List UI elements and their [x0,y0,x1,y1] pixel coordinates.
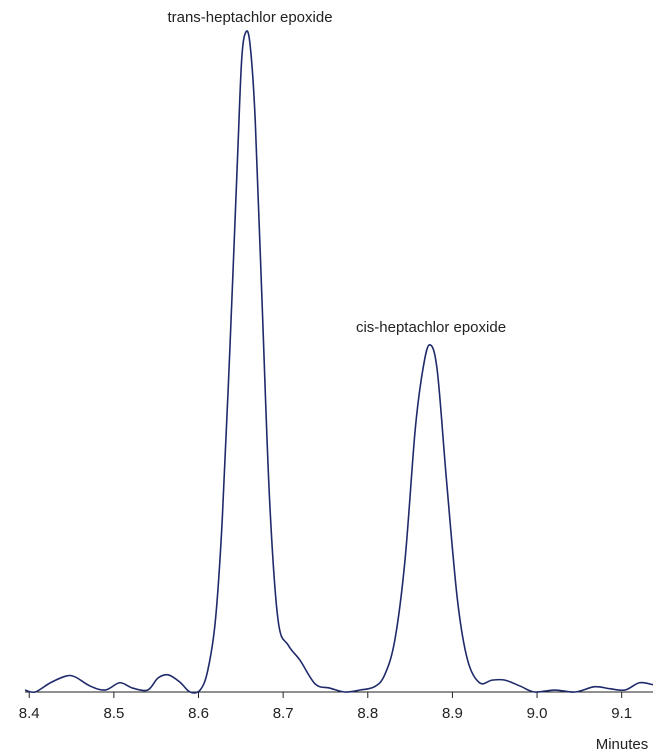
peak-annotation: cis-heptachlor epoxide [356,319,506,336]
chromatogram-trace [24,30,654,694]
peak-annotation: trans-heptachlor epoxide [167,9,332,26]
x-tick-label: 8.6 [188,705,209,722]
x-tick-label: 8.5 [103,705,124,722]
x-tick-label: 8.4 [19,705,40,722]
x-tick-label: 8.7 [273,705,294,722]
x-tick-label: 8.8 [357,705,378,722]
x-axis-label: Minutes [596,736,649,753]
x-tick-label: 8.9 [442,705,463,722]
x-tick-label: 9.1 [611,705,632,722]
x-tick-label: 9.0 [527,705,548,722]
